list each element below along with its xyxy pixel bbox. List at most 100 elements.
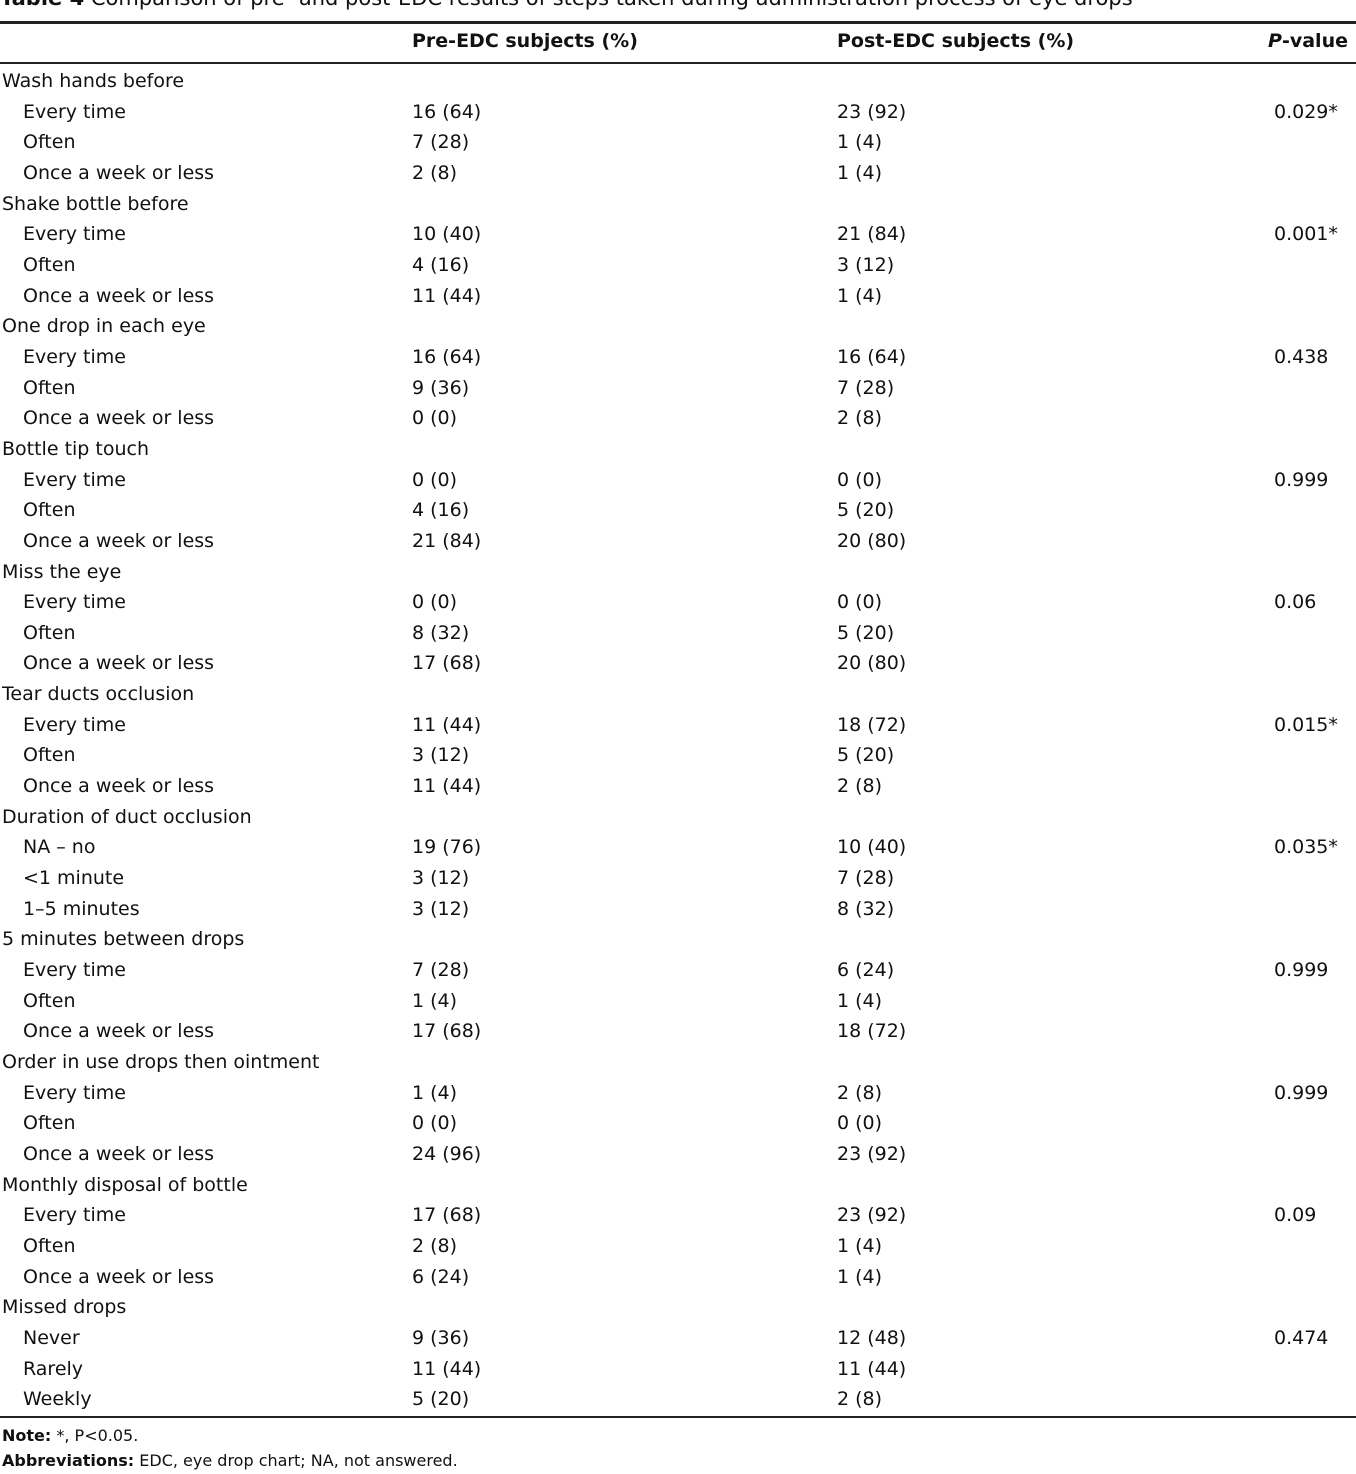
response-label: Every time [23,591,126,614]
group-label: Wash hands before [2,70,185,92]
post-edc-cell: 21 (84) [837,223,907,246]
group-header-row: Monthly disposal of bottle [0,1170,1356,1201]
pre-edc-cell: 21 (84) [412,529,482,552]
table-abbreviations: Abbreviations: EDC, eye drop chart; NA, … [2,1451,458,1470]
response-label: Often [23,1112,76,1135]
table-row: Often 0 (0) 0 (0) [0,1108,1356,1139]
post-edc-cell: 23 (92) [837,100,907,123]
response-label: Once a week or less [23,529,215,552]
pre-edc-cell: 0 (0) [412,1112,458,1135]
response-label: Often [23,744,76,767]
response-label: Once a week or less [23,161,215,184]
group-header-row: Order in use drops then ointment [0,1047,1356,1078]
post-edc-cell: 2 (8) [837,1388,883,1411]
post-edc-cell: 5 (20) [837,621,895,644]
p-value-cell: 0.015* [1274,713,1338,736]
response-label: Once a week or less [23,284,215,307]
response-label: Every time [23,223,126,246]
post-edc-cell: 1 (4) [837,989,883,1012]
group-label: Monthly disposal of bottle [2,1173,248,1196]
table-row: Every time 11 (44) 18 (72) 0.015* [0,710,1356,741]
pre-edc-cell: 0 (0) [412,591,458,614]
table-row: Often 7 (28) 1 (4) [0,127,1356,158]
p-value-cell: 0.06 [1274,591,1317,614]
response-label: Every time [23,959,126,982]
table-row: Every time 7 (28) 6 (24) 0.999 [0,955,1356,986]
table-row: Every time 16 (64) 23 (92) 0.029* [0,97,1356,128]
post-edc-cell: 0 (0) [837,1112,883,1135]
table-row: Every time 0 (0) 0 (0) 0.999 [0,465,1356,496]
table-number: Table 4 [0,0,84,10]
table-note: Note: *, P<0.05. [2,1426,138,1445]
post-edc-cell: 1 (4) [837,1234,883,1257]
table-header: Pre-EDC subjects (%) Post-EDC subjects (… [0,30,1356,58]
table-row: Once a week or less 11 (44) 1 (4) [0,281,1356,312]
pre-edc-cell: 1 (4) [412,989,458,1012]
p-value-cell: 0.999 [1274,1081,1329,1104]
pre-edc-cell: 17 (68) [412,1020,482,1043]
post-edc-cell: 18 (72) [837,1020,907,1043]
post-edc-cell: 1 (4) [837,284,883,307]
table-row: Every time 1 (4) 2 (8) 0.999 [0,1078,1356,1109]
pre-edc-cell: 17 (68) [412,652,482,675]
post-edc-cell: 2 (8) [837,407,883,430]
table-row: Once a week or less 17 (68) 20 (80) [0,648,1356,679]
header-p-value: P-value [1268,30,1348,52]
bottom-rule [0,1416,1356,1418]
pre-edc-cell: 2 (8) [412,161,458,184]
group-label: Miss the eye [2,560,122,583]
response-label: <1 minute [23,867,125,890]
table-row: <1 minute 3 (12) 7 (28) [0,863,1356,894]
table-row: Every time 17 (68) 23 (92) 0.09 [0,1200,1356,1231]
response-label: Often [23,621,76,644]
pre-edc-cell: 17 (68) [412,1204,482,1227]
table-row: Once a week or less 24 (96) 23 (92) [0,1139,1356,1170]
group-header-row: Miss the eye [0,557,1356,588]
pre-edc-cell: 5 (20) [412,1388,470,1411]
response-label: 1–5 minutes [23,897,140,920]
pre-edc-cell: 3 (12) [412,867,470,890]
table-row: Once a week or less 2 (8) 1 (4) [0,158,1356,189]
pre-edc-cell: 2 (8) [412,1234,458,1257]
post-edc-cell: 20 (80) [837,652,907,675]
response-label: Every time [23,100,126,123]
response-label: Once a week or less [23,407,215,430]
pre-edc-cell: 6 (24) [412,1265,470,1288]
post-edc-cell: 20 (80) [837,529,907,552]
p-value-cell: 0.474 [1274,1326,1329,1349]
p-value-cell: 0.001* [1274,223,1338,246]
pre-edc-cell: 11 (44) [412,775,482,798]
post-edc-cell: 3 (12) [837,253,895,276]
group-header-row: Bottle tip touch [0,434,1356,465]
table-row: NA – no 19 (76) 10 (40) 0.035* [0,832,1356,863]
post-edc-cell: 18 (72) [837,713,907,736]
group-label: One drop in each eye [2,315,206,338]
response-label: Rarely [23,1357,84,1380]
pre-edc-cell: 24 (96) [412,1142,482,1165]
post-edc-cell: 16 (64) [837,345,907,368]
abbreviations-label: Abbreviations: [2,1451,135,1470]
table-row: Often 9 (36) 7 (28) [0,373,1356,404]
pre-edc-cell: 4 (16) [412,499,470,522]
response-label: Every time [23,345,126,368]
table-row: Often 2 (8) 1 (4) [0,1231,1356,1262]
response-label: Every time [23,713,126,736]
pre-edc-cell: 3 (12) [412,897,470,920]
table-row: Rarely 11 (44) 11 (44) [0,1354,1356,1385]
p-value-cell: 0.999 [1274,468,1329,491]
group-header-row: Shake bottle before [0,189,1356,220]
group-header-row: 5 minutes between drops [0,924,1356,955]
post-edc-cell: 2 (8) [837,775,883,798]
pre-edc-cell: 0 (0) [412,407,458,430]
pre-edc-cell: 4 (16) [412,253,470,276]
pre-edc-cell: 19 (76) [412,836,482,859]
p-value-cell: 0.999 [1274,959,1329,982]
table-row: Once a week or less 11 (44) 2 (8) [0,771,1356,802]
table-row: Often 8 (32) 5 (20) [0,618,1356,649]
response-label: Never [23,1326,80,1349]
post-edc-cell: 11 (44) [837,1357,907,1380]
group-header-row: Wash hands before [0,66,1356,97]
post-edc-cell: 1 (4) [837,161,883,184]
table-row: Often 4 (16) 3 (12) [0,250,1356,281]
group-header-row: Missed drops [0,1292,1356,1323]
